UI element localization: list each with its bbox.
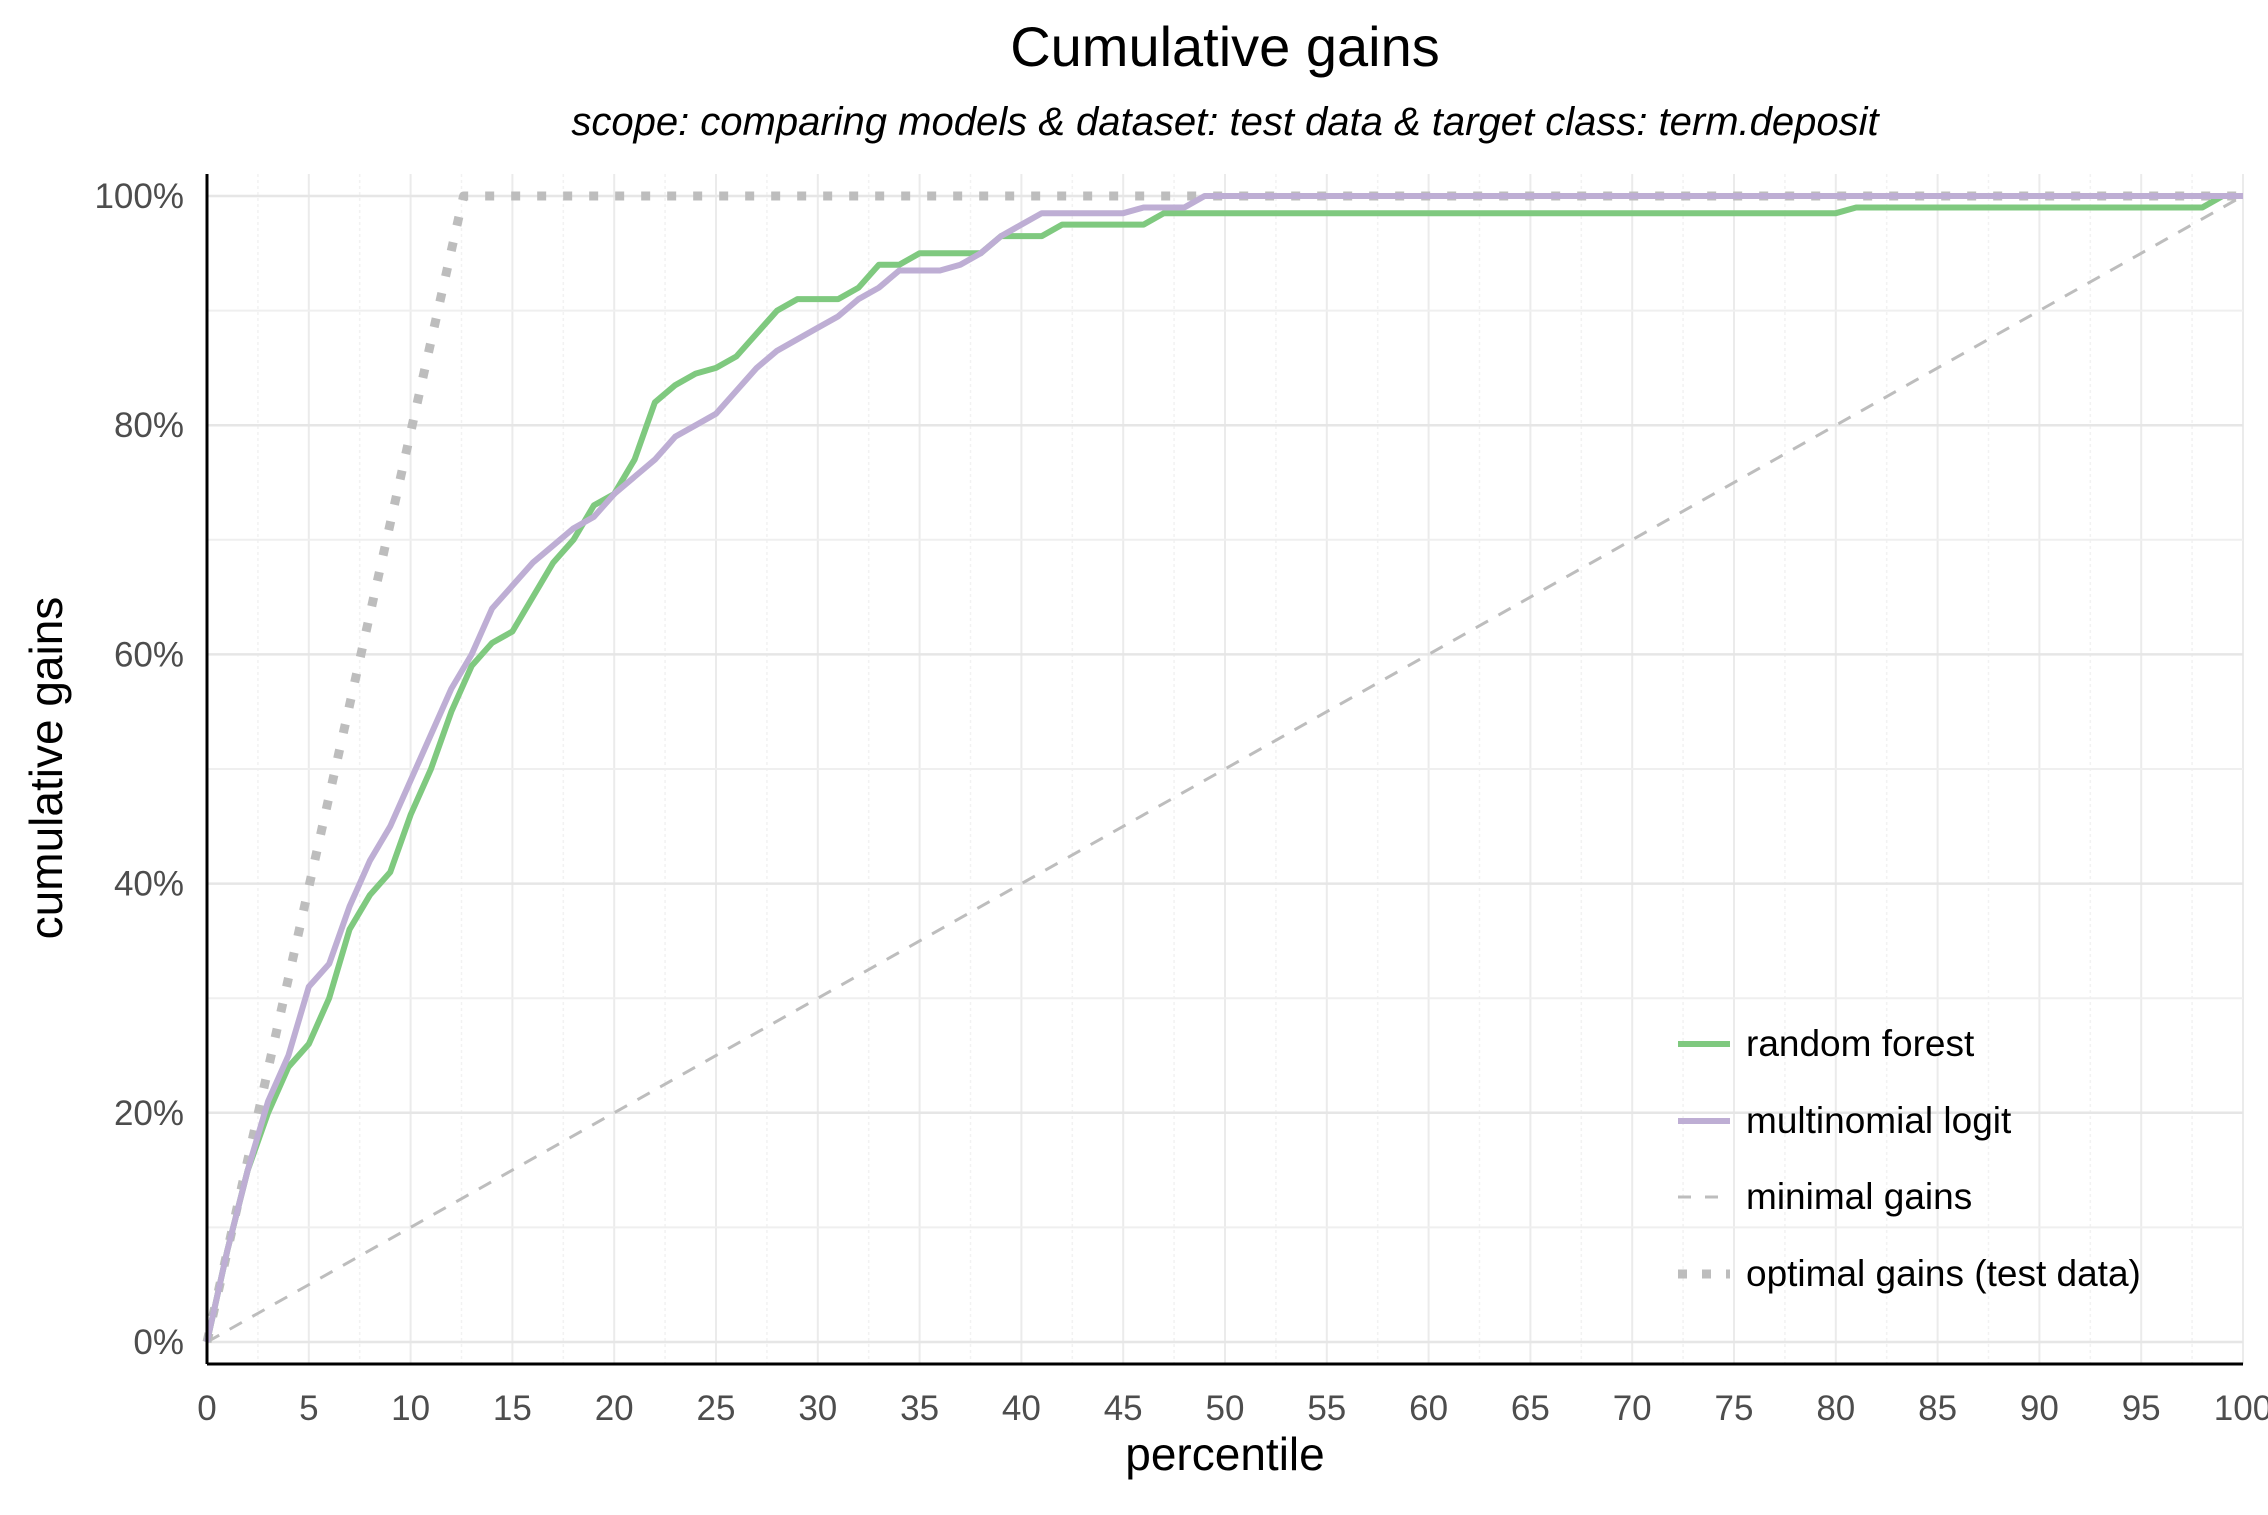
x-axis-label: percentile [1125,1428,1324,1480]
x-tick-label: 75 [1715,1389,1754,1428]
series-layer [202,191,2244,1344]
series-line-optimal-gains-test-data [202,191,2243,1343]
x-tick-label: 100 [2214,1389,2268,1428]
x-tick-label: 50 [1206,1389,1245,1428]
x-tick-label: 80 [1816,1389,1855,1428]
x-tick-label: 85 [1918,1389,1957,1428]
x-tick-label: 0 [197,1389,216,1428]
x-tick-label: 10 [391,1389,430,1428]
x-tick-label: 95 [2122,1389,2161,1428]
x-tick-label: 70 [1613,1389,1652,1428]
legend-label: minimal gains [1746,1176,1972,1217]
x-tick-label: 55 [1307,1389,1346,1428]
x-tick-label: 20 [595,1389,634,1428]
x-tick-label: 90 [2020,1389,2059,1428]
y-axis-label: cumulative gains [20,597,72,940]
legend-label: optimal gains (test data) [1746,1253,2141,1294]
x-tick-label: 15 [493,1389,532,1428]
y-tick-label: 100% [94,177,184,216]
x-tick-label: 30 [798,1389,837,1428]
x-tick-label: 5 [299,1389,318,1428]
legend-label: multinomial logit [1746,1100,2012,1141]
chart-title: Cumulative gains [1010,15,1440,78]
series-line-random-forest [204,193,2243,1343]
axis-layer: 0 5 10 15 20 25 30 35 40 45 50 55 60 65 70 75 80 85 90 95 10… [94,174,2268,1428]
x-tick-label: 45 [1104,1389,1143,1428]
y-tick-label: 40% [114,865,184,904]
grid-layer [206,174,2244,1364]
legend-label: random forest [1746,1023,1975,1064]
x-tick-label: 60 [1409,1389,1448,1428]
x-tick-label: 35 [900,1389,939,1428]
y-tick-label: 20% [114,1094,184,1133]
y-tick-label: 80% [114,406,184,445]
x-tick-label: 25 [697,1389,736,1428]
text-layer: Cumulative gains scope: comparing models… [20,15,1881,1480]
y-tick-label: 0% [133,1323,184,1362]
y-tick-label: 60% [114,635,184,674]
x-tick-label: 65 [1511,1389,1550,1428]
x-tick-label: 40 [1002,1389,1041,1428]
legend: random forest multinomial logit minimal ga… [1678,1023,2141,1294]
series-line-multinomial-logit [204,193,2243,1343]
chart-subtitle: scope: comparing models & dataset: test … [571,100,1880,144]
